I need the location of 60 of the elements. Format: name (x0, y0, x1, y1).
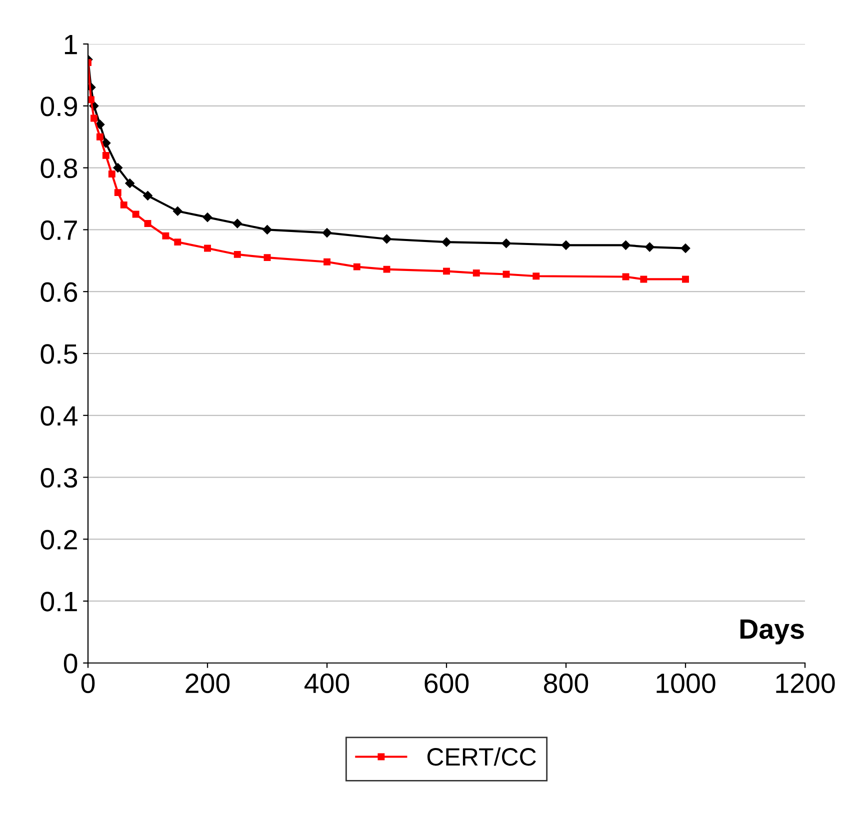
point (204, 244, 211, 252)
y-tick-label: 0.3 (40, 468, 78, 488)
point (680, 244, 690, 253)
y-tick-label: 0.5 (40, 344, 78, 364)
point (113, 163, 122, 172)
legend-label: CERT/CC (427, 747, 536, 766)
y-tick-label: 0.1 (40, 592, 77, 612)
point (88, 96, 94, 104)
y-tick-label: 0.4 (40, 406, 78, 426)
point (561, 240, 571, 250)
y-tick-label: 0.9 (40, 96, 77, 116)
point (101, 138, 111, 148)
point (202, 212, 212, 222)
y-tick-label: 0 (64, 654, 78, 674)
point (682, 276, 689, 283)
point (162, 232, 170, 240)
point (322, 228, 332, 238)
point (262, 225, 272, 234)
y-tick-label: 0.6 (40, 282, 78, 302)
x-tick-label: 800 (544, 673, 588, 694)
point (125, 178, 134, 188)
point (622, 273, 630, 280)
point (502, 270, 510, 278)
point (532, 272, 540, 280)
point (640, 276, 648, 283)
point (120, 201, 128, 208)
y-tick-label: 0.2 (40, 530, 77, 550)
point (502, 238, 511, 248)
point (382, 234, 392, 244)
point (353, 263, 360, 270)
x-axis-title: Days (740, 620, 804, 644)
x-tick-label: 600 (424, 673, 469, 694)
point (114, 189, 122, 196)
point (174, 238, 182, 246)
point (264, 254, 271, 262)
x-tick-label: 200 (186, 673, 230, 694)
y-tick-label: 0.8 (40, 158, 78, 178)
point (621, 240, 630, 250)
x-tick-label: 400 (304, 673, 350, 694)
point (144, 220, 152, 227)
point (443, 268, 450, 275)
x-tick-label: 1000 (656, 673, 716, 694)
point (232, 218, 242, 228)
point (96, 133, 104, 140)
point (383, 266, 390, 273)
point (90, 114, 98, 122)
y-tick-label: 0.7 (40, 220, 77, 240)
x-tick-label: 0 (81, 673, 95, 694)
point (132, 210, 140, 218)
point (645, 242, 654, 252)
point (173, 206, 182, 216)
point (102, 152, 110, 159)
y-tick-label: 1 (64, 34, 77, 54)
point (472, 270, 480, 277)
point (324, 258, 330, 266)
point (108, 170, 116, 178)
point (234, 250, 241, 258)
point (143, 191, 152, 200)
x-tick-label: 1200 (776, 673, 835, 694)
point (442, 237, 452, 247)
